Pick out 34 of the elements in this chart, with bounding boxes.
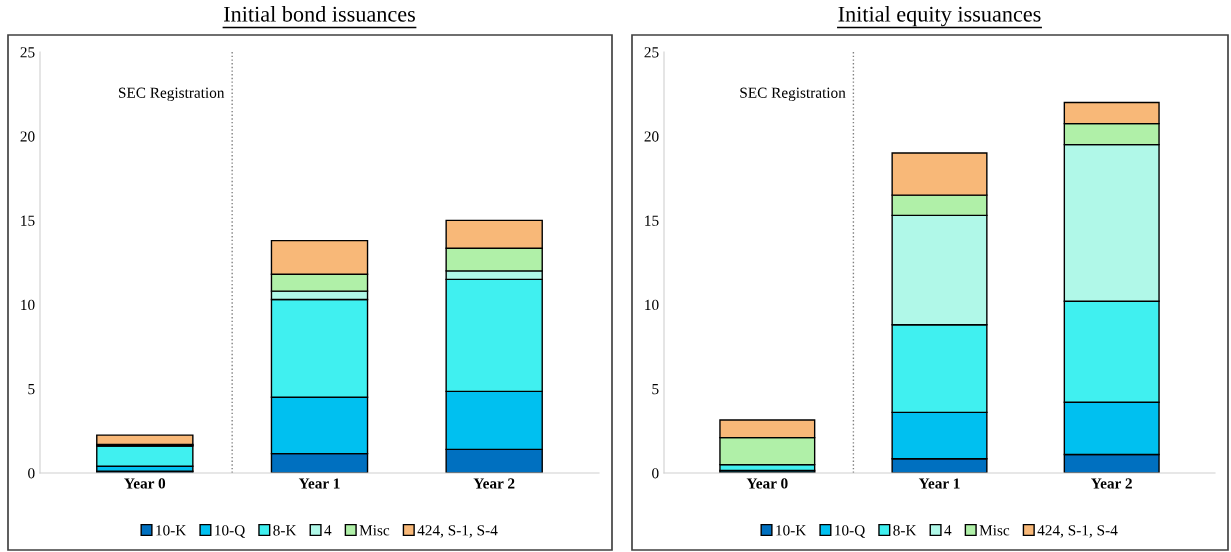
chart-title: Initial bond issuances [224,6,415,22]
y-tick-label: 10 [645,299,659,311]
legend-label: 8-K [273,525,297,536]
y-tick-label: 20 [644,131,659,142]
legend-label: 424, S-1, S-4 [417,525,498,538]
legend-label: 424, S-1, S-4 [1037,525,1118,538]
legend-label: 10-Q [835,525,865,538]
legend-label: 10-K [776,525,807,536]
x-tick-label: Year 2 [1091,478,1132,489]
legend-label: 10-K [156,525,187,536]
y-tick-label: 5 [28,384,35,395]
y-tick-label: 5 [652,384,659,395]
x-tick-label: Year 0 [746,478,788,489]
legend-label: 4 [324,525,332,536]
y-tick-label: 25 [20,47,35,58]
x-tick-label: Year 2 [473,478,515,489]
x-tick-label: Year 1 [918,478,960,489]
legend-label: 8-K [893,525,917,536]
y-tick-label: 20 [20,131,35,142]
legend-label: 4 [944,525,952,536]
y-tick-label: 10 [21,299,35,311]
y-tick-label: 0 [28,468,35,479]
legend-label: Misc [979,525,1010,536]
annotation: SEC Registration [740,87,846,102]
annotation: SEC Registration [118,87,225,102]
y-tick-label: 25 [644,47,659,58]
x-tick-label: Year 1 [298,478,340,489]
x-tick-label: Year 0 [124,478,166,489]
legend-label: Misc [359,525,390,536]
y-tick-label: 0 [652,468,659,479]
chart-title: Initial equity issuances [838,6,1041,27]
legend-label: 10-Q [215,525,245,538]
y-tick-label: 15 [21,215,35,226]
y-tick-label: 15 [645,215,659,226]
